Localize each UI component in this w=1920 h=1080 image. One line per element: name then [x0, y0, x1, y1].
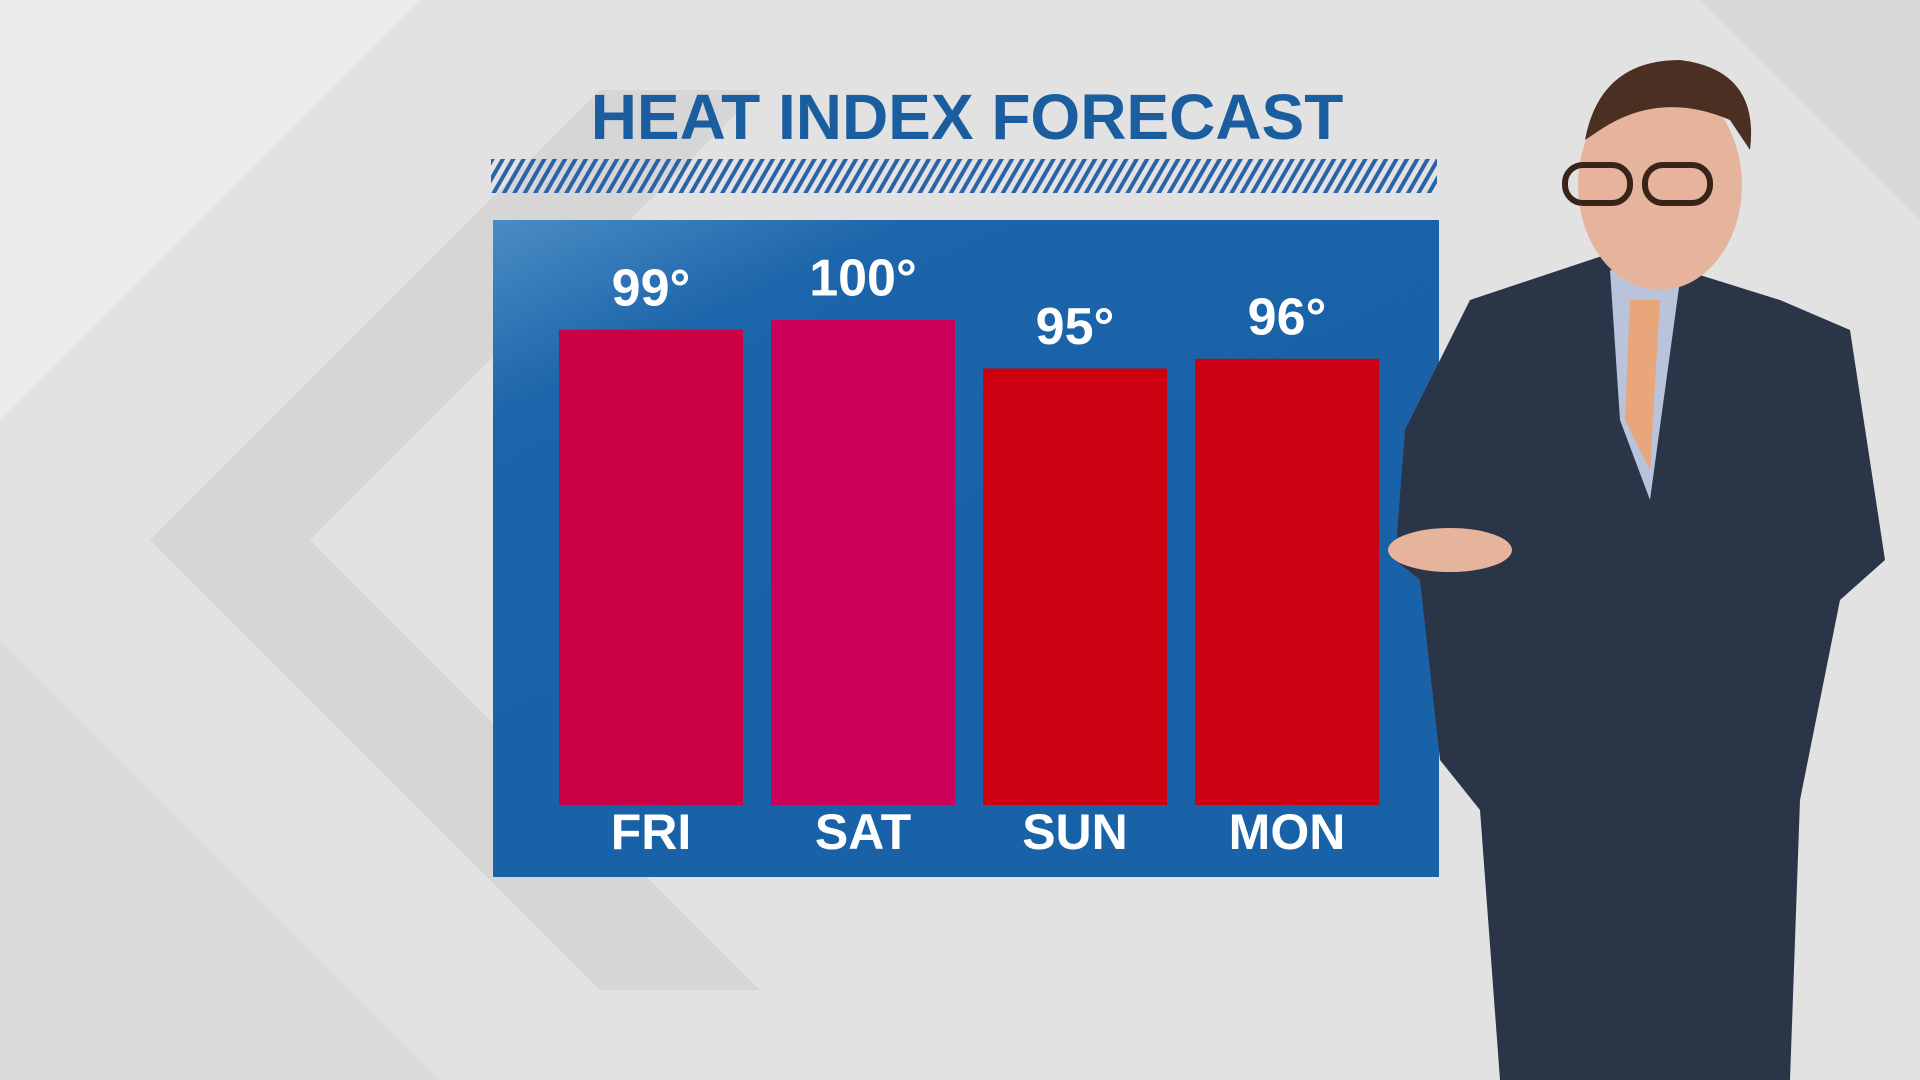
- value-label: 100°: [809, 250, 917, 308]
- bar: [1195, 358, 1379, 805]
- bar: [559, 329, 743, 805]
- bar: [983, 368, 1167, 805]
- x-tick-label: MON: [1229, 804, 1346, 860]
- bar: [771, 320, 955, 805]
- x-tick-label: SUN: [1022, 804, 1128, 860]
- presenter: [1388, 60, 1885, 1080]
- x-tick-label: SAT: [815, 804, 911, 860]
- chart-title: HEAT INDEX FORECAST: [591, 81, 1344, 153]
- value-label: 95°: [1036, 298, 1115, 356]
- value-label: 96°: [1248, 289, 1327, 347]
- background-shape: [0, 0, 420, 420]
- x-tick-label: FRI: [611, 804, 692, 860]
- background-shape: [1700, 0, 1920, 220]
- background-shape: [0, 640, 440, 1080]
- value-label: 99°: [612, 259, 691, 317]
- title-stripe: [491, 159, 1437, 193]
- background-shape: [150, 90, 760, 990]
